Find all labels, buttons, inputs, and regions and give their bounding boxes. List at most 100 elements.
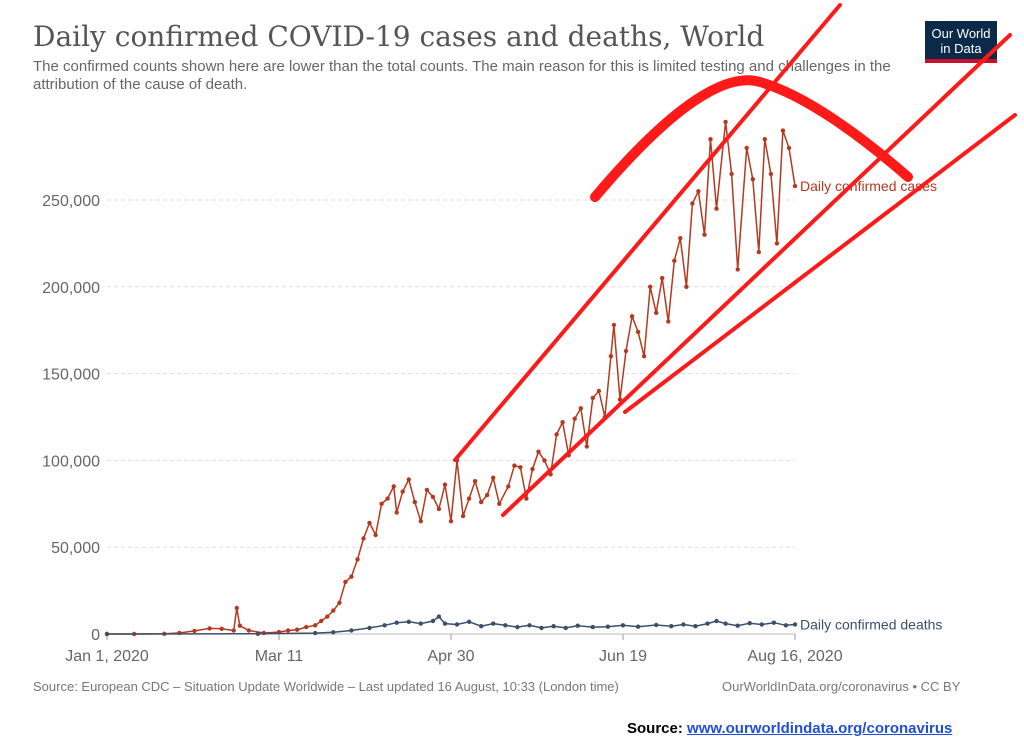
deaths-point	[442, 621, 448, 626]
y-tick-label: 150,000	[42, 367, 100, 384]
y-tick-label: 100,000	[42, 453, 100, 470]
cases-point	[774, 241, 780, 246]
deaths-point	[654, 622, 659, 628]
deaths-point	[771, 620, 777, 625]
y-axis: 0 50,000 100,000 150,000 200,000 250,000	[42, 193, 100, 644]
cases-point	[723, 119, 728, 125]
deaths-point	[714, 618, 719, 624]
x-tick-label: Mar 11	[255, 648, 304, 665]
cases-point	[641, 354, 647, 359]
cases-point	[400, 489, 405, 494]
cases-point	[379, 501, 384, 506]
deaths-point	[515, 624, 520, 630]
cases-point	[234, 605, 239, 611]
deaths-point	[681, 622, 686, 627]
annotation-peak-arc	[590, 75, 913, 202]
deaths-point	[367, 625, 372, 631]
hand-drawn-annotations	[453, 3, 1017, 517]
cases-point	[678, 236, 683, 241]
cases-point	[442, 482, 448, 487]
y-tick-label: 250,000	[42, 193, 100, 210]
cases-point	[654, 310, 659, 315]
y-tick-label: 200,000	[42, 280, 100, 297]
cases-point	[542, 458, 547, 463]
cases-point	[684, 284, 689, 289]
chart-title: Daily confirmed COVID-19 cases and death…	[33, 20, 765, 53]
cases-point	[596, 388, 602, 394]
cases-point	[560, 420, 565, 425]
cases-point	[192, 628, 197, 634]
y-tick-label: 50,000	[51, 540, 100, 557]
cases-point	[491, 475, 496, 480]
cases-point	[430, 494, 436, 500]
deaths-point	[551, 624, 556, 629]
cases-point	[485, 492, 490, 498]
cases-point	[690, 201, 695, 206]
cases-point	[246, 628, 251, 633]
footer-source: Source: European CDC – Situation Update …	[33, 679, 619, 694]
annotation-upper-trendline	[453, 3, 842, 462]
cases-point	[361, 536, 366, 541]
cases-point	[237, 623, 242, 628]
logo-line-1: Our World	[931, 26, 991, 41]
cases-point	[572, 416, 577, 421]
deaths-point	[747, 621, 752, 626]
cases-point	[304, 624, 309, 630]
cases-point	[385, 496, 390, 501]
cases-point	[554, 432, 559, 437]
cases-point	[608, 354, 614, 359]
deaths-point	[635, 624, 641, 629]
deaths-point	[590, 624, 595, 630]
line-chart: 0 50,000 100,000 150,000 200,000 250,000 Jan …	[42, 3, 1017, 665]
cases-point	[479, 499, 484, 505]
cases-point	[373, 532, 378, 538]
cases-point	[611, 322, 617, 328]
cases-point	[660, 275, 665, 281]
deaths-point	[313, 630, 318, 636]
cases-point	[337, 600, 342, 605]
cases-point	[506, 484, 511, 489]
cases-point	[460, 513, 466, 519]
deaths-point	[331, 630, 336, 635]
deaths-point	[669, 624, 674, 629]
x-tick-label: Jan 1, 2020	[65, 648, 149, 665]
cases-point	[750, 177, 755, 182]
cases-point	[635, 329, 641, 335]
cases-point	[792, 183, 798, 189]
cases-point	[530, 466, 535, 472]
cases-point	[448, 519, 454, 524]
cases-point	[412, 499, 417, 505]
cases-point	[319, 618, 324, 624]
deaths-line	[106, 615, 796, 635]
cases-point	[355, 557, 360, 562]
x-tick-label: Apr 30	[427, 648, 474, 665]
deaths-point	[454, 622, 460, 627]
annotation-lower-trendline	[623, 113, 1017, 414]
cases-point	[497, 501, 502, 506]
cases-point	[786, 145, 792, 151]
cases-point	[325, 614, 330, 619]
deaths-point	[466, 619, 472, 624]
deaths-point	[605, 624, 611, 629]
cases-point	[367, 520, 372, 526]
deaths-point	[693, 624, 698, 629]
y-tick-label: 0	[91, 627, 100, 644]
cases-point	[472, 479, 478, 484]
cases-point	[762, 137, 767, 142]
cases-point	[729, 171, 734, 177]
cases-point	[629, 314, 635, 319]
footer-license-link[interactable]: OurWorldInData.org/coronavirus • CC BY	[722, 679, 961, 694]
deaths-point	[539, 625, 544, 631]
deaths-point	[418, 621, 423, 626]
cases-point	[623, 348, 629, 354]
cases-point	[436, 506, 442, 512]
cases-point	[714, 206, 719, 211]
cases-point	[391, 484, 396, 489]
annotation-channel-line	[501, 33, 1012, 517]
cases-point	[394, 510, 399, 515]
x-tick-label: Jun 19	[599, 648, 647, 665]
deaths-series-label: Daily confirmed deaths	[800, 616, 942, 632]
source-citation: Source: www.ourworldindata.org/coronavir…	[627, 720, 952, 737]
source-link[interactable]: www.ourworldindata.org/coronavirus	[687, 720, 953, 737]
cases-point	[424, 487, 430, 493]
